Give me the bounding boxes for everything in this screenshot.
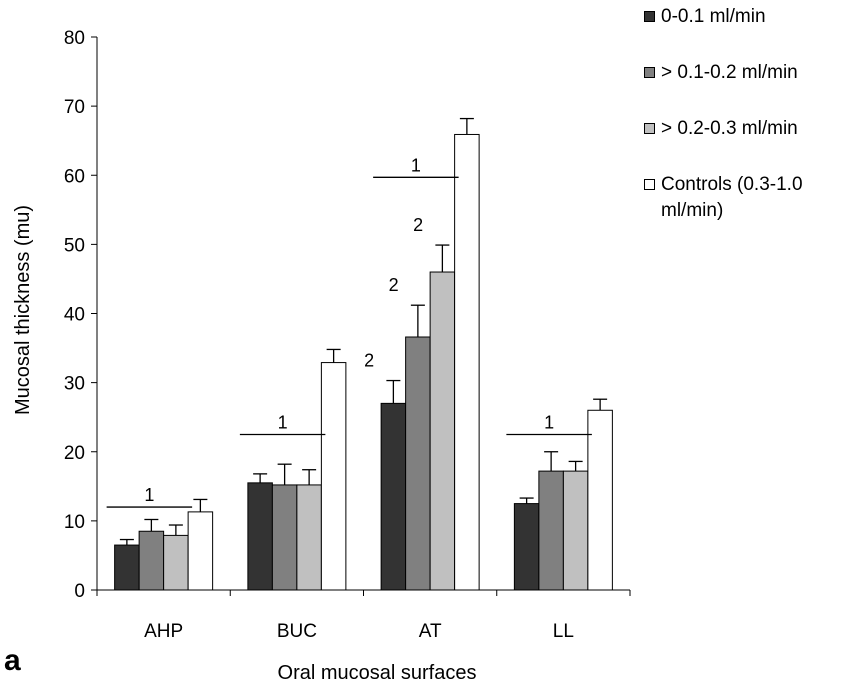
legend-label: > 0.2-0.3 ml/min [661,118,798,139]
bar [138,530,165,591]
y-tick-label: 40 [64,305,85,326]
bar [538,470,564,591]
bar [114,544,140,591]
bar [187,511,214,591]
significance-label: 2 [389,275,399,295]
legend: 0-0.1 ml/min > 0.1-0.2 ml/min > 0.2-0.3 ml… [643,4,858,254]
legend-swatch [644,11,655,22]
x-axis-ticks: AHP BUC AT LL [96,590,631,642]
bar [405,336,431,591]
bar [562,470,589,591]
significance-label: 1 [411,155,421,175]
significance-label: 2 [413,215,423,235]
y-axis-ticks: 0 10 20 30 40 50 60 70 80 [64,28,97,602]
x-tick-label: AT [419,621,442,642]
significance-label: 1 [144,485,154,505]
x-tick-label: BUC [277,621,317,642]
y-tick-label: 60 [64,166,85,187]
y-tick-label: 70 [64,97,85,118]
error-bars [119,117,608,546]
y-tick-label: 80 [64,28,85,49]
bars [114,133,613,591]
legend-item: > 0.2-0.3 ml/min [643,116,858,142]
legend-label: 0-0.1 ml/min [661,6,766,27]
significance-label: 1 [278,412,288,432]
legend-item: 0-0.1 ml/min [643,4,858,30]
bar [247,482,273,591]
legend-label: > 0.1-0.2 ml/min [661,62,798,83]
panel-label: a [4,644,21,677]
bar [429,271,456,591]
bar [587,409,613,591]
x-axis-title: Oral mucosal surfaces [278,662,477,684]
bar [320,362,347,591]
legend-swatch [644,179,655,190]
x-tick-label: LL [553,621,574,642]
y-tick-label: 30 [64,374,85,395]
bar [271,484,298,591]
bar [513,503,540,591]
x-tick-label: AHP [144,621,183,642]
legend-swatch [644,67,655,78]
y-tick-label: 0 [74,581,85,602]
y-tick-label: 10 [64,512,85,533]
bar [454,133,480,591]
legend-swatch [644,123,655,134]
y-axis-title: Mucosal thickness (mu) [12,205,34,415]
legend-item: > 0.1-0.2 ml/min [643,60,858,86]
y-tick-label: 50 [64,235,85,256]
legend-item: Controls (0.3-1.0 ml/min) [643,172,858,224]
y-tick-label: 20 [64,443,85,464]
bar [296,484,322,591]
significance-label: 1 [544,412,554,432]
annotations: 1 1 1 1 2 2 2 [106,155,592,508]
bar [163,534,189,591]
legend-label: Controls (0.3-1.0 ml/min) [661,174,803,221]
significance-label: 2 [364,351,374,371]
bar [380,402,407,591]
